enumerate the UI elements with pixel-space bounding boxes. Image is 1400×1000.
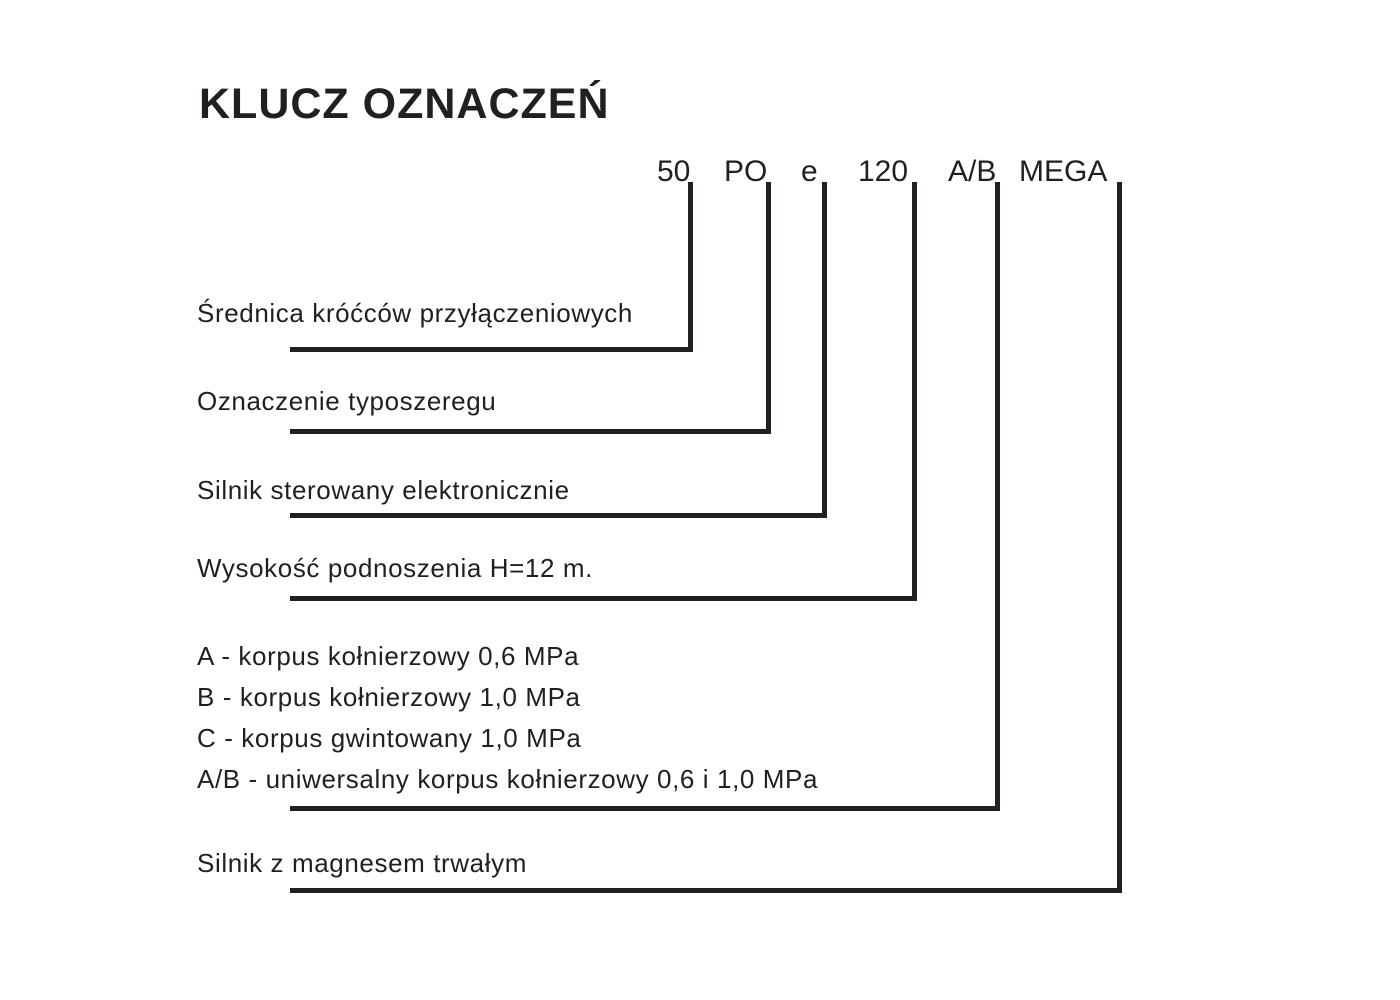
code-segment-e: e	[801, 155, 818, 188]
label-connection-diameter: Średnica króćców przyłączeniowych	[197, 298, 633, 328]
label-body-variant-a: A - korpus kołnierzowy 0,6 MPa	[197, 641, 580, 671]
label-body-variant-b: B - korpus kołnierzowy 1,0 MPa	[197, 682, 581, 712]
label-body-variants: A - korpus kołnierzowy 0,6 MPa B - korpu…	[197, 636, 818, 800]
code-segment-mega: MEGA	[1019, 155, 1108, 188]
code-segment-50: 50	[657, 155, 691, 188]
code-segment-120: 120	[858, 155, 909, 188]
connector-50-horizontal	[290, 347, 693, 352]
connector-120-horizontal	[290, 596, 917, 601]
connector-e-vertical	[822, 182, 827, 518]
label-type-series: Oznaczenie typoszeregu	[197, 386, 497, 416]
code-segment-ab: A/B	[948, 155, 997, 188]
label-head-height: Wysokość podnoszenia H=12 m.	[197, 553, 593, 583]
connector-50-vertical	[688, 182, 693, 352]
code-segment-po: PO	[724, 155, 768, 188]
page-title: KLUCZ OZNACZEŃ	[199, 80, 610, 128]
connector-120-vertical	[912, 182, 917, 601]
connector-po-horizontal	[290, 429, 771, 434]
connector-e-horizontal	[290, 513, 827, 518]
label-body-variant-c: C - korpus gwintowany 1,0 MPa	[197, 723, 582, 753]
connector-mega-vertical	[1117, 182, 1122, 893]
connector-mega-horizontal	[290, 888, 1122, 893]
connector-po-vertical	[766, 182, 771, 434]
connector-ab-vertical	[995, 182, 1000, 811]
label-permanent-magnet-motor: Silnik z magnesem trwałym	[197, 848, 527, 878]
connector-ab-horizontal	[290, 806, 1000, 811]
label-body-variant-ab: A/B - uniwersalny korpus kołnierzowy 0,6…	[197, 764, 819, 794]
label-electronic-motor: Silnik sterowany elektronicznie	[197, 475, 570, 505]
